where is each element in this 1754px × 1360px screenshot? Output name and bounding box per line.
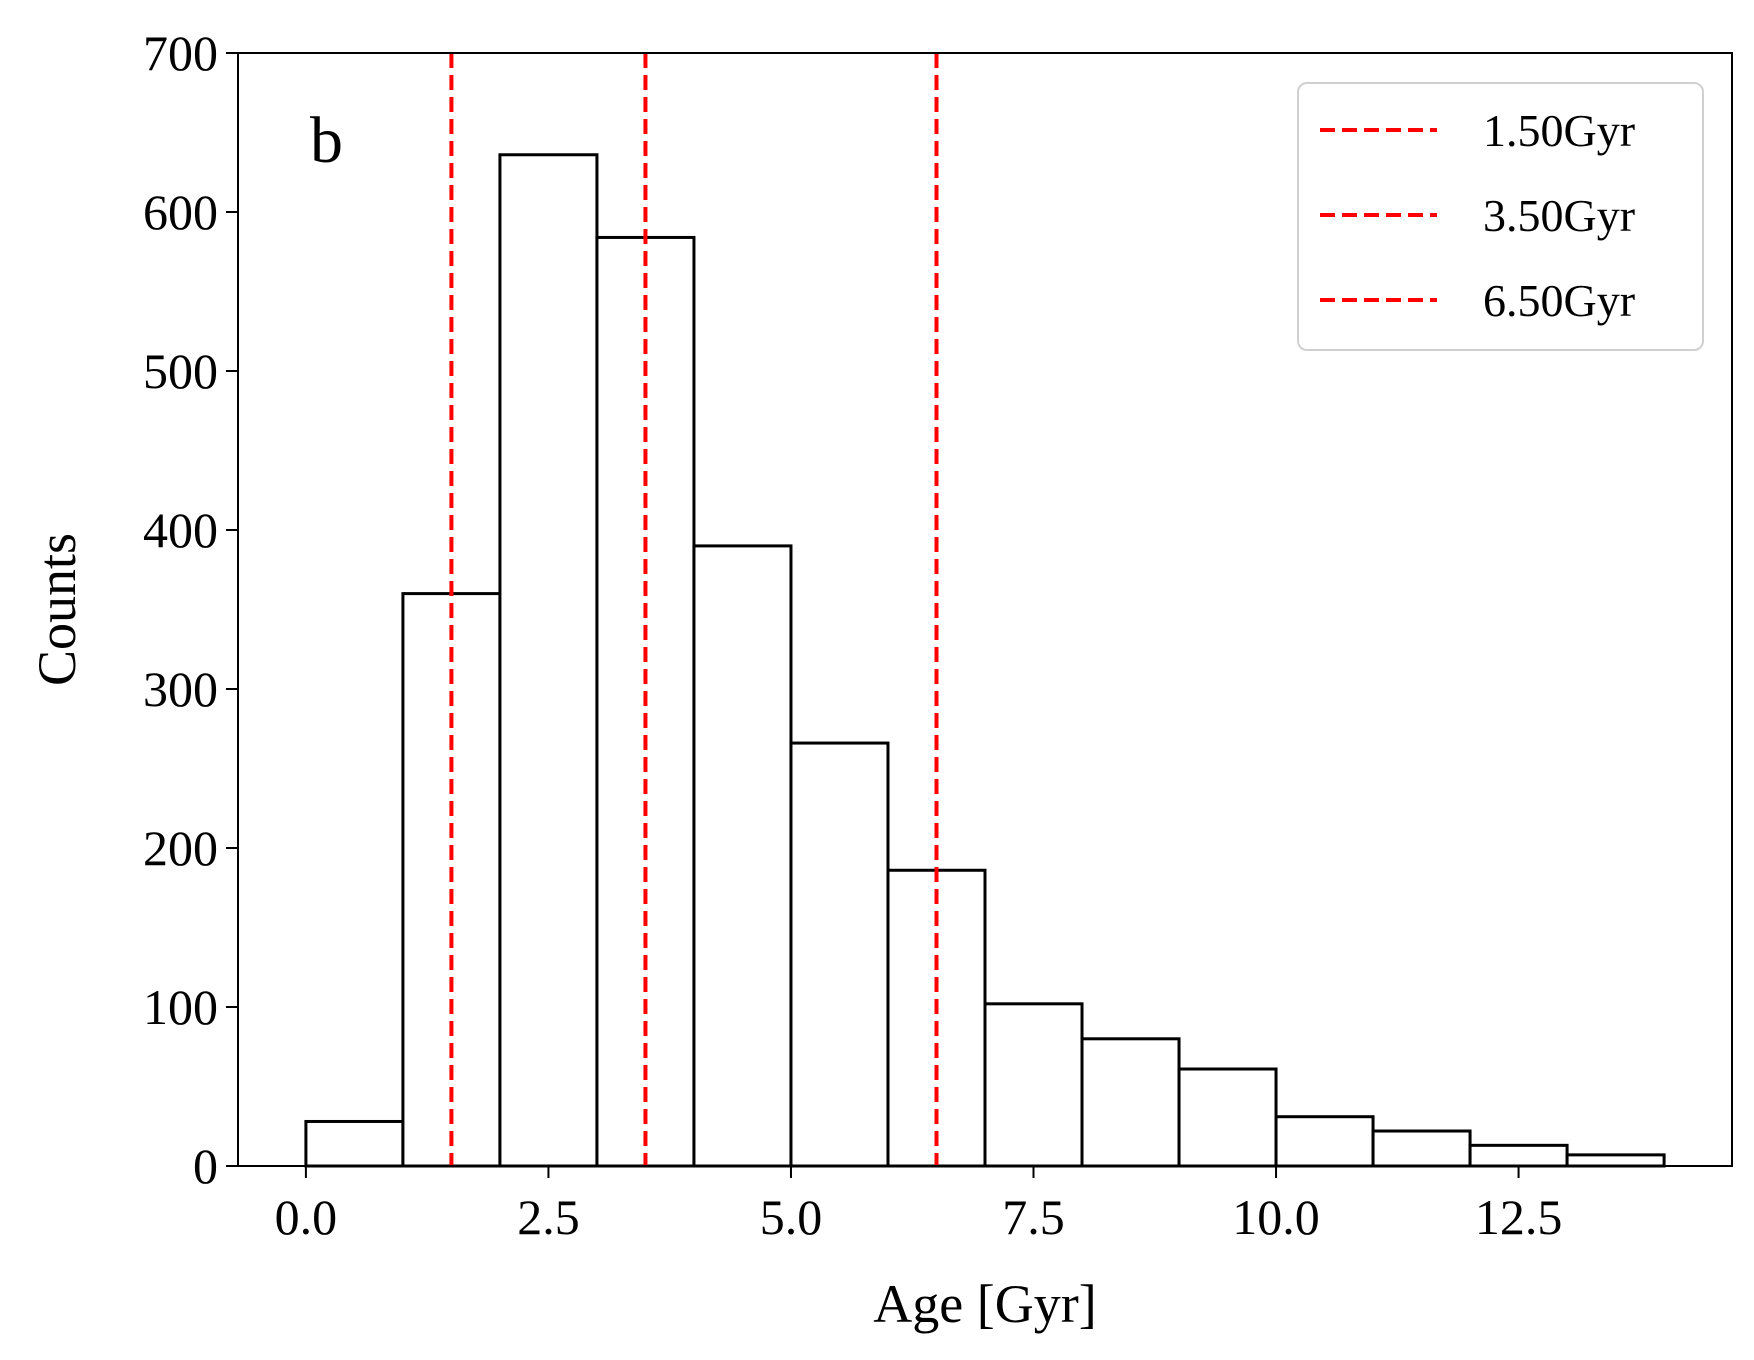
- legend-label: 3.50Gyr: [1483, 190, 1635, 241]
- y-tick-label: 0: [193, 1138, 218, 1194]
- x-tick-label: 5.0: [760, 1189, 823, 1245]
- legend-label: 1.50Gyr: [1483, 105, 1635, 156]
- plot-frame: [237, 52, 1733, 1167]
- x-axis: 0.0 2.5 5.0 7.5 10.0 12.5: [275, 1166, 1563, 1245]
- histogram-bar: [1177, 1067, 1278, 1168]
- reference-lines: [449, 53, 939, 1166]
- x-tick-label: 0.0: [275, 1189, 338, 1245]
- histogram-bar: [789, 741, 890, 1168]
- x-tick-label: 7.5: [1002, 1189, 1065, 1245]
- histogram-bars: [304, 153, 1666, 1168]
- histogram-bar: [692, 544, 793, 1168]
- histogram-bar: [1565, 1153, 1666, 1168]
- y-tick-label: 100: [143, 979, 218, 1035]
- histogram-bar: [1080, 1037, 1181, 1168]
- histogram-bar: [498, 153, 599, 1168]
- histogram-bar: [1371, 1129, 1472, 1168]
- histogram-bar: [1274, 1115, 1375, 1168]
- histogram-bar: [304, 1119, 405, 1168]
- y-tick-label: 300: [143, 661, 218, 717]
- x-tick-label: 10.0: [1232, 1189, 1320, 1245]
- histogram-bar: [1468, 1143, 1569, 1168]
- y-axis: 0 100 200 300 400 500 600 700: [143, 25, 238, 1194]
- y-tick-label: 200: [143, 820, 218, 876]
- y-axis-title: Counts: [27, 533, 87, 686]
- x-axis-title: Age [Gyr]: [873, 1274, 1096, 1334]
- y-tick-label: 400: [143, 502, 218, 558]
- x-tick-label: 12.5: [1475, 1189, 1563, 1245]
- legend-box: [1297, 82, 1704, 351]
- x-tick-label: 2.5: [517, 1189, 580, 1245]
- y-tick-label: 600: [143, 184, 218, 240]
- histogram-bar: [983, 1002, 1084, 1168]
- legend-label: 6.50Gyr: [1483, 275, 1635, 326]
- panel-label: b: [310, 104, 343, 177]
- y-tick-label: 500: [143, 343, 218, 399]
- legend: 1.50Gyr 3.50Gyr 6.50Gyr: [1297, 82, 1704, 351]
- y-tick-label: 700: [143, 25, 218, 81]
